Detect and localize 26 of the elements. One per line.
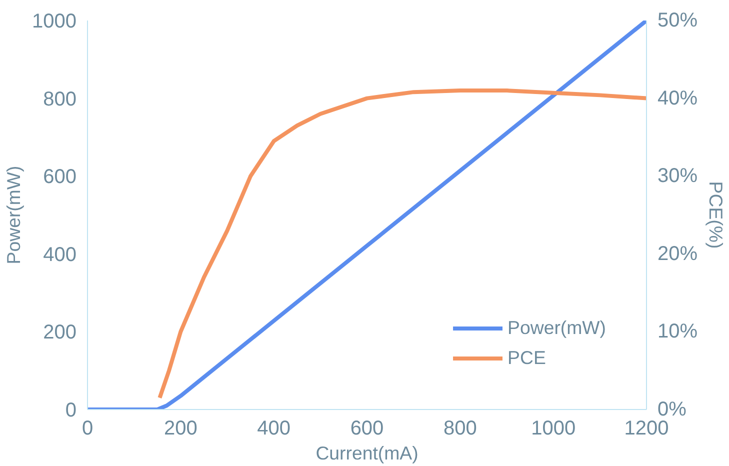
legend-label: PCE	[508, 347, 546, 369]
y2-tick-label: 20%	[658, 242, 698, 265]
y2-tick-label: 0%	[658, 398, 687, 420]
x-axis-title: Current(mA)	[316, 442, 418, 464]
x-tick-label: 1200	[624, 418, 669, 440]
y2-tick-label: 10%	[658, 320, 698, 343]
y-tick-label: 0	[65, 400, 76, 422]
line-series	[88, 20, 646, 410]
y-tick-label: 200	[43, 322, 77, 344]
y2-tick-label: 30%	[658, 165, 698, 188]
y-axis-title: Power(mW)	[3, 166, 24, 264]
legend-label: Power(mW)	[508, 317, 606, 339]
y-tick-label: 400	[43, 244, 77, 266]
y2-tick-label: 50%	[658, 10, 698, 32]
x-tick-label: 200	[164, 418, 198, 440]
x-tick-label: 1000	[531, 418, 576, 440]
y-tick-label: 600	[43, 166, 77, 188]
line-series	[158, 88, 646, 400]
x-tick-label: 600	[350, 418, 384, 440]
x-tick-label: 800	[443, 418, 477, 440]
y2-tick-label: 40%	[658, 87, 698, 110]
x-tick-label: 0	[82, 418, 94, 440]
y-tick-label: 1000	[32, 10, 77, 32]
y-tick-label: 800	[43, 88, 77, 110]
y2-axis-title: PCE(%)	[706, 181, 727, 249]
x-tick-label: 400	[257, 418, 291, 440]
